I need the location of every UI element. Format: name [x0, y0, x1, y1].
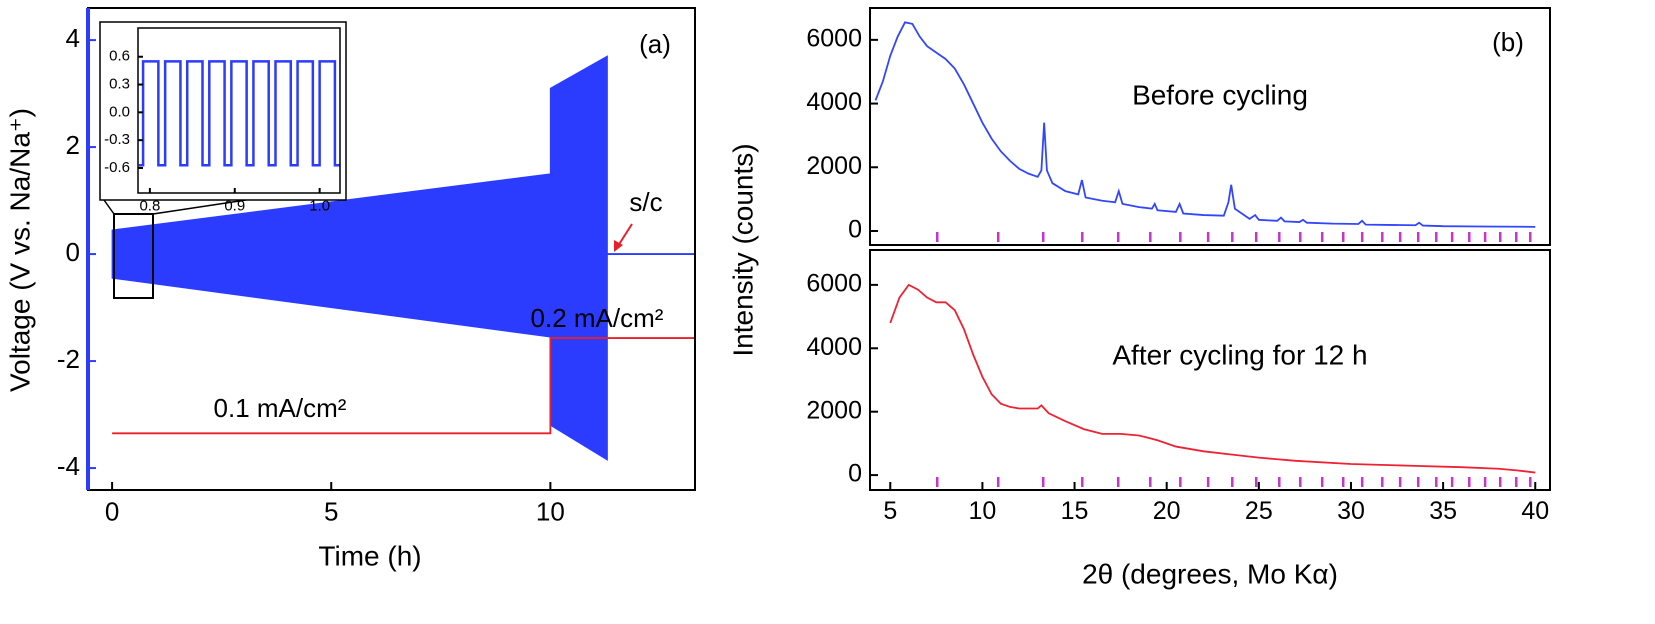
inset-background — [99, 21, 347, 201]
y-tick-label: 0.3 — [109, 76, 130, 93]
x-tick-label: 1.0 — [309, 197, 330, 214]
x-tick-label: 20 — [1153, 497, 1181, 525]
plot-frame — [137, 27, 341, 194]
annotation-arrow — [617, 223, 633, 247]
annotation: s/c — [629, 187, 662, 217]
x-tick-label: 0.9 — [224, 197, 245, 214]
x-tick-label: 10 — [536, 496, 565, 526]
voltage-envelope — [111, 55, 608, 461]
y-tick-label: 2000 — [806, 152, 862, 180]
data-line — [112, 337, 695, 435]
x-tick-label: 5 — [324, 496, 338, 526]
y-tick-label: -4 — [57, 451, 80, 481]
x-tick-label: 5 — [883, 497, 897, 525]
x-tick-label: 40 — [1521, 497, 1549, 525]
y-tick-label: -0.3 — [104, 131, 130, 148]
annotation: (b) — [1492, 27, 1524, 57]
y-tick-label: 2 — [66, 130, 80, 160]
y-tick-label: 0.0 — [109, 103, 130, 120]
x-tick-label: 35 — [1429, 497, 1457, 525]
annotation-arrowhead — [614, 240, 623, 252]
y-tick-label: -0.6 — [104, 159, 130, 176]
data-line — [874, 21, 1536, 228]
y-tick-label: 0 — [66, 237, 80, 267]
x-tick-label: 15 — [1061, 497, 1089, 525]
y-tick-label: 6000 — [806, 24, 862, 52]
x-tick-label: 30 — [1337, 497, 1365, 525]
x-tick-label: 10 — [969, 497, 997, 525]
plot-frame — [869, 249, 1551, 491]
y-tick-label: 4000 — [806, 333, 862, 361]
y-tick-label: -2 — [57, 344, 80, 374]
y-tick-label: 0.6 — [109, 48, 130, 65]
annotation: 0.2 mA/cm² — [531, 303, 664, 333]
plot-frame — [869, 7, 1551, 246]
x-axis-label: Time (h) — [318, 540, 421, 571]
y-tick-label: 4 — [66, 23, 80, 53]
x-tick-label: 0 — [105, 496, 119, 526]
annotation: (a) — [639, 29, 671, 59]
x-axis-label: 2θ (degrees, Mo Kα) — [1082, 558, 1338, 589]
annotation: 0.1 mA/cm² — [214, 393, 347, 423]
y-axis-label: Voltage (V vs. Na/Na⁺) — [4, 108, 35, 392]
data-line — [138, 60, 340, 167]
annotation: Before cycling — [1132, 79, 1308, 110]
zoom-box — [113, 213, 154, 299]
y-tick-label: 4000 — [806, 88, 862, 116]
y-tick-label: 6000 — [806, 269, 862, 297]
annotation: After cycling for 12 h — [1112, 339, 1367, 370]
data-line — [889, 283, 1536, 474]
zoom-connector — [152, 199, 247, 215]
y-tick-label: 2000 — [806, 396, 862, 424]
y-axis-label: Intensity (counts) — [727, 143, 758, 356]
x-tick-label: 0.8 — [139, 197, 160, 214]
x-tick-label: 25 — [1245, 497, 1273, 525]
y-tick-label: 0 — [848, 216, 862, 244]
zoom-connector — [103, 199, 115, 215]
y-tick-label: 0 — [848, 460, 862, 488]
